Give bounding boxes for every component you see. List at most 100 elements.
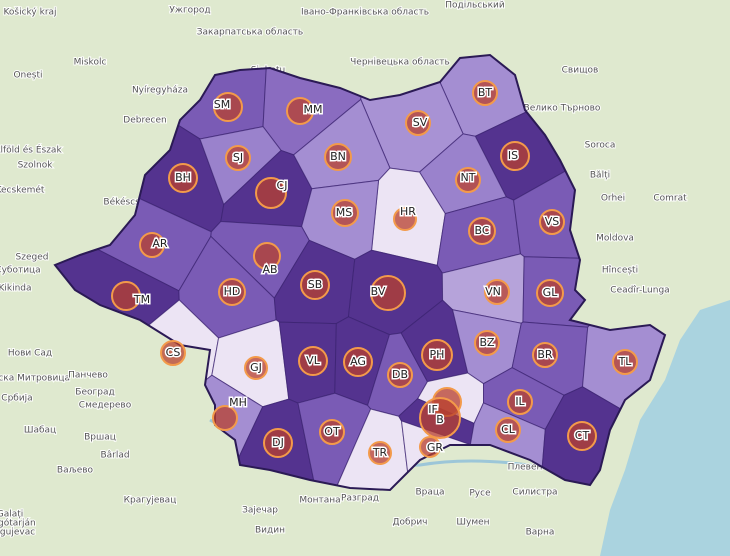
bubble	[419, 436, 441, 458]
bubble	[405, 110, 431, 136]
county-label: BZ	[479, 336, 495, 349]
bubble	[507, 389, 533, 415]
county-label: BT	[478, 86, 493, 99]
place-label: Вршац	[84, 433, 116, 443]
bubble	[160, 340, 186, 366]
county-label: GJ	[250, 361, 262, 374]
place-label: Comrat	[653, 194, 687, 204]
place-label: Orhei	[601, 194, 625, 204]
place-label: Плевен	[508, 463, 543, 473]
county-label: HR	[400, 205, 416, 218]
place-label: Kecskemét	[0, 185, 45, 196]
place-label: Крагујевац	[124, 496, 177, 506]
place-label: Шабац	[24, 426, 56, 436]
county-label: MH	[229, 396, 247, 409]
bubble	[244, 356, 268, 380]
bubble	[168, 163, 198, 193]
place-label: Košický kraj	[3, 7, 56, 18]
place-label: Силистра	[512, 488, 557, 498]
county-label: B	[436, 413, 444, 426]
bubble	[324, 143, 352, 171]
county-label: AG	[350, 355, 366, 368]
bubble	[393, 207, 417, 231]
place-label: Bălți	[590, 171, 610, 181]
bubble	[500, 141, 530, 171]
place-label: Суботица	[0, 266, 41, 276]
place-label: Монтана	[299, 496, 340, 506]
county-label: IF	[428, 403, 438, 416]
place-label: Сремска Митровица	[0, 374, 70, 384]
bubble	[455, 167, 481, 193]
place-label: Враца	[415, 488, 444, 498]
bubble	[387, 362, 413, 388]
bubble	[474, 330, 500, 356]
bubble	[111, 281, 141, 311]
bubble	[539, 209, 565, 235]
place-label: Miskolc	[74, 58, 107, 68]
county-label: SJ	[233, 151, 243, 164]
place-label: Нови Сад	[8, 349, 52, 359]
county-label: DJ	[272, 436, 284, 449]
place-label: Salgótarján	[0, 518, 36, 529]
county-label: HD	[224, 285, 241, 298]
place-label: Београд	[75, 388, 114, 398]
place-label: Подільський	[445, 1, 505, 11]
county-label: GL	[543, 286, 559, 299]
bubble	[484, 279, 510, 305]
bubble	[370, 275, 406, 311]
country-border	[53, 53, 667, 492]
bubble	[253, 242, 281, 270]
bubble	[567, 421, 597, 451]
county-label: AR	[152, 237, 168, 250]
place-label: Русе	[469, 489, 491, 499]
place-label: Soroca	[585, 141, 616, 151]
county-label: VS	[545, 215, 560, 228]
county-label: VL	[306, 354, 321, 367]
bubble	[419, 397, 461, 439]
county-label: CJ	[277, 179, 288, 192]
place-label: Szolnok	[18, 161, 54, 171]
county-label: BV	[371, 285, 386, 298]
county-label: SV	[413, 116, 428, 129]
place-label: Moldova	[596, 234, 634, 244]
bubble	[343, 347, 373, 377]
place-label: Варна	[526, 528, 555, 538]
county-label: BR	[537, 348, 553, 361]
place-label: Панчево	[68, 371, 108, 381]
place-label: Hîncești	[602, 266, 638, 276]
county-label: CT	[575, 429, 590, 442]
county-label: AB	[262, 263, 277, 276]
bubble	[536, 279, 564, 307]
county-label: IL	[515, 395, 525, 408]
county-label: OT	[324, 425, 340, 438]
place-label: Galați	[0, 510, 23, 520]
county-label: SM	[214, 98, 230, 111]
place-label: Ceadîr-Lunga	[610, 286, 669, 296]
place-label: Закарпатська область	[197, 28, 303, 38]
county-label: BC	[474, 224, 489, 237]
bubble	[300, 270, 330, 300]
place-label: Добрич	[393, 518, 428, 528]
place-label: Івано-Франківська область	[301, 8, 429, 18]
place-label: Ужгород	[169, 6, 210, 16]
place-label: Шумен	[456, 518, 489, 528]
bubble	[468, 217, 496, 245]
bubble	[612, 349, 638, 375]
bubble	[218, 278, 246, 306]
bubble	[255, 177, 287, 209]
county-label: BH	[175, 171, 191, 184]
bubble	[472, 80, 498, 106]
place-label: Debrecen	[123, 116, 166, 126]
place-label: Kikinda	[0, 284, 32, 294]
bubble	[225, 145, 251, 171]
county-label: TL	[618, 355, 633, 368]
bubble	[213, 92, 243, 122]
bubble	[532, 342, 558, 368]
county-label: VN	[485, 285, 501, 298]
place-label: Onești	[13, 71, 42, 81]
county-label: GR	[427, 441, 444, 454]
bubble	[139, 232, 165, 258]
place-label: Србија	[1, 394, 32, 404]
place-label: Велико Търново	[524, 104, 601, 114]
